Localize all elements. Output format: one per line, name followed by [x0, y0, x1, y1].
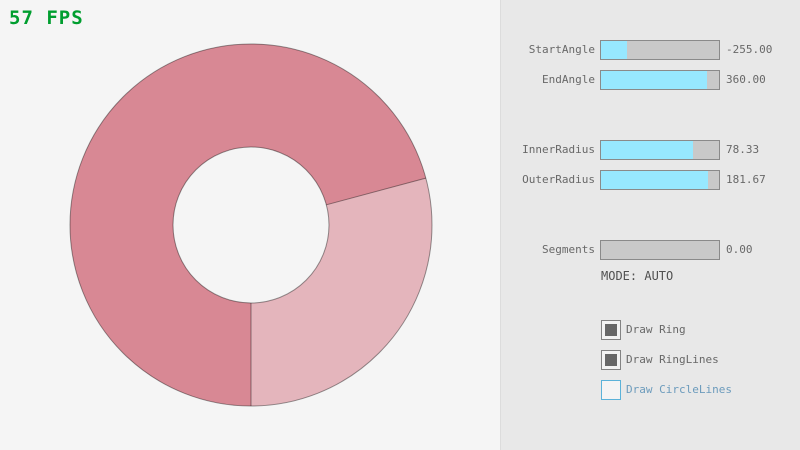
draw-circle-lines-row: Draw CircleLines [501, 380, 800, 400]
inner-radius-label: InnerRadius [522, 143, 595, 156]
outer-radius-slider-fill [601, 171, 709, 189]
fps-counter: 57 FPS [9, 7, 84, 29]
segments-label: Segments [542, 243, 595, 256]
segments-value: 0.00 [726, 243, 753, 256]
segments-mode-text: MODE: AUTO [601, 269, 674, 283]
segments-row: Segments 0.00 [501, 240, 800, 260]
ring-inner-outline [172, 146, 330, 304]
ring-lines [69, 43, 433, 407]
end-angle-slider-fill [601, 71, 708, 89]
draw-ring-row: Draw Ring [501, 320, 800, 340]
ring-overlap-segment [69, 44, 426, 407]
outer-radius-label: OuterRadius [522, 173, 595, 186]
outer-radius-row: OuterRadius 181.67 [501, 170, 800, 190]
ring-base-annulus [70, 44, 432, 406]
end-angle-slider[interactable] [600, 70, 720, 90]
start-angle-row: StartAngle -255.00 [501, 40, 800, 60]
outer-radius-slider[interactable] [600, 170, 720, 190]
draw-ring-lines-check-mark [605, 354, 617, 366]
draw-ring-check-mark [605, 324, 617, 336]
inner-radius-row: InnerRadius 78.33 [501, 140, 800, 160]
draw-ring-lines-checkbox-label: Draw RingLines [626, 353, 719, 366]
outer-radius-value: 181.67 [726, 173, 766, 186]
start-angle-value: -255.00 [726, 43, 773, 56]
segments-slider[interactable] [600, 240, 720, 260]
draw-ring-lines-checkbox[interactable] [601, 350, 621, 370]
draw-ring-lines-row: Draw RingLines [501, 350, 800, 370]
end-angle-value: 360.00 [726, 73, 766, 86]
draw-ring-checkbox-label: Draw Ring [626, 323, 686, 336]
end-angle-label: EndAngle [542, 73, 595, 86]
draw-ring-checkbox[interactable] [601, 320, 621, 340]
ring-outer-outline [69, 43, 433, 407]
inner-radius-value: 78.33 [726, 143, 760, 156]
inner-radius-slider[interactable] [600, 140, 720, 160]
ring-chart [69, 43, 433, 407]
ring-start-cap-line [326, 177, 426, 206]
controls-panel: StartAngle -255.00 EndAngle 360.00 Inner… [500, 0, 800, 450]
start-angle-slider-fill [601, 41, 627, 59]
draw-circle-lines-checkbox-label: Draw CircleLines [626, 383, 732, 396]
inner-radius-slider-fill [601, 141, 694, 159]
start-angle-slider[interactable] [600, 40, 720, 60]
start-angle-label: StartAngle [528, 43, 595, 56]
draw-circle-lines-checkbox[interactable] [601, 380, 621, 400]
end-angle-row: EndAngle 360.00 [501, 70, 800, 90]
